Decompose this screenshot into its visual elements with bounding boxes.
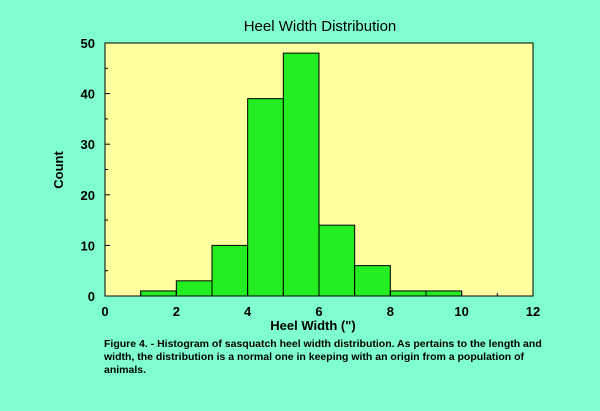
x-axis-label: Heel Width (")	[270, 318, 355, 333]
histogram-bar-3	[247, 98, 284, 297]
histogram-bar-2	[211, 244, 249, 297]
x-tick-label: 0	[101, 304, 108, 319]
x-tick-label: 6	[315, 304, 322, 319]
figure-caption: Figure 4. - Histogram of sasquatch heel …	[104, 338, 542, 376]
x-axis: 0 2 4 6 8 10 12	[101, 291, 540, 319]
histogram-bar-8	[425, 290, 463, 297]
y-tick-label: 0	[88, 289, 95, 304]
x-tick-label: 10	[454, 304, 468, 319]
y-tick-label: 10	[81, 238, 95, 253]
histogram-bar-7	[389, 290, 427, 297]
x-tick-label: 4	[244, 304, 252, 319]
x-tick-label: 2	[173, 304, 180, 319]
histogram-bar-5	[318, 224, 356, 297]
x-tick-label: 12	[526, 304, 540, 319]
y-tick-label: 40	[81, 87, 95, 102]
x-tick-label: 8	[387, 304, 394, 319]
y-axis: 0 10 20 30 40 50	[81, 36, 110, 304]
histogram-bar-1	[175, 280, 213, 297]
chart-title: Heel Width Distribution	[244, 18, 397, 35]
histogram-bar-4	[282, 52, 320, 297]
y-tick-label: 50	[81, 36, 95, 51]
y-tick-label: 30	[81, 137, 95, 152]
bars	[140, 52, 463, 297]
histogram-bar-0	[140, 290, 177, 297]
y-tick-label: 20	[81, 188, 95, 203]
histogram-bar-6	[354, 265, 391, 297]
y-axis-label: Count	[51, 151, 66, 189]
